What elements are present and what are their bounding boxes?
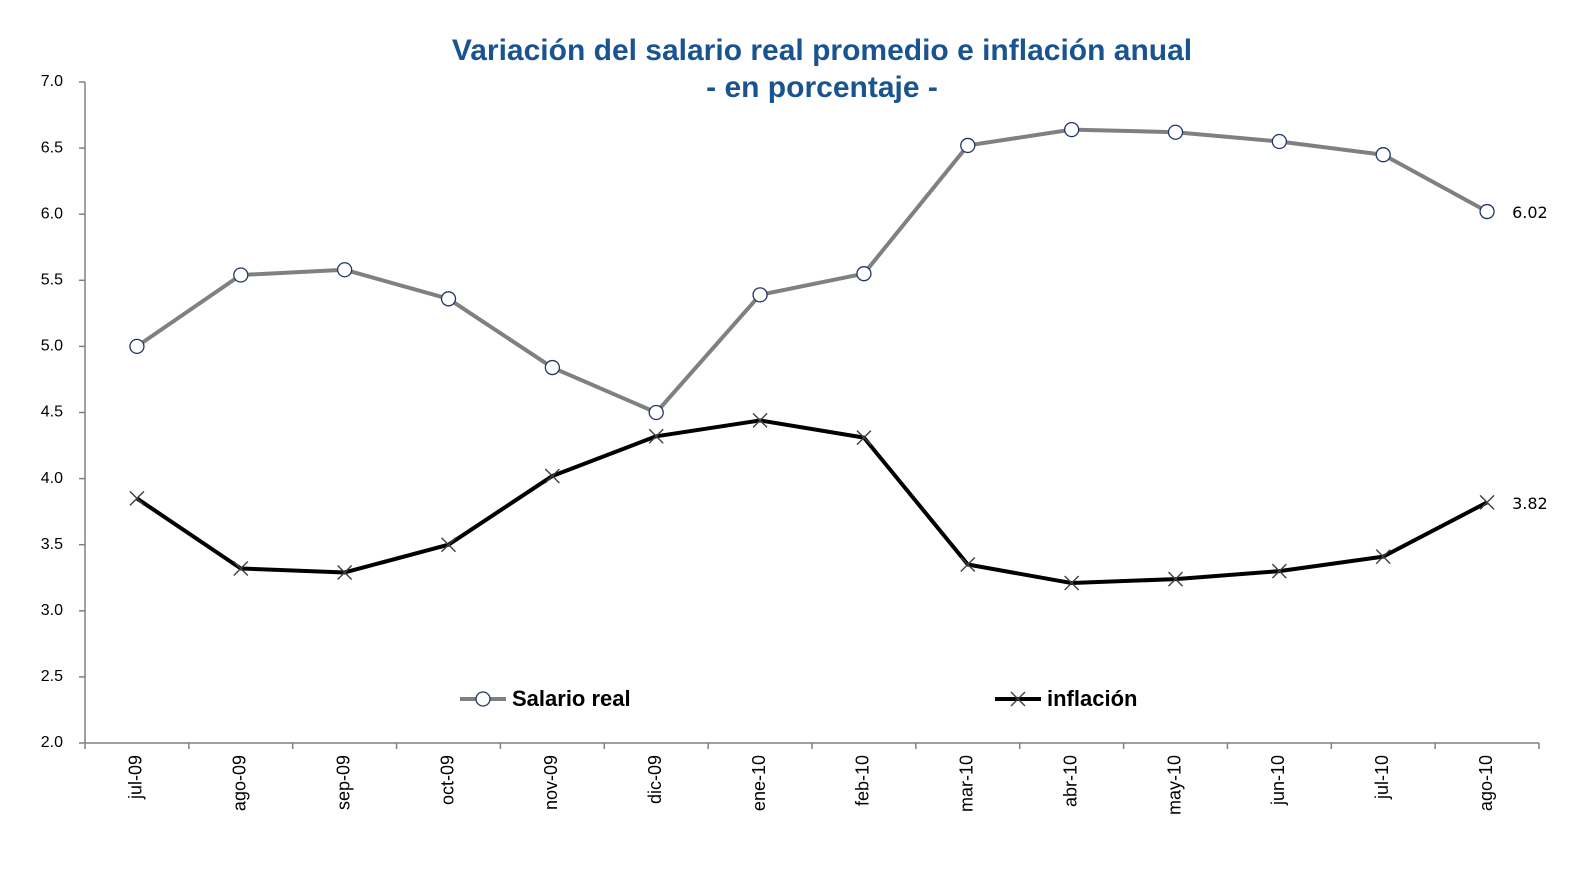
chart-title: Variación del salario real promedio e in… [452, 34, 1192, 67]
y-tick-label: 5.5 [41, 272, 63, 289]
x-tick-label: dic-09 [645, 755, 665, 804]
data-label: 6.02 [1512, 203, 1548, 222]
point [233, 561, 249, 576]
point [960, 557, 976, 573]
x-tick-label: ene-10 [749, 755, 769, 811]
point [1271, 563, 1287, 579]
y-tick-label: 5.0 [41, 338, 63, 355]
x-tick-label: ago-10 [1476, 755, 1496, 811]
y-tick-label: 2.5 [41, 668, 63, 685]
point [960, 137, 976, 154]
point [233, 267, 249, 283]
point [440, 291, 457, 307]
point [1064, 575, 1080, 591]
chart-subtitle: - en porcentaje - [706, 71, 938, 104]
point [1063, 121, 1080, 138]
point [544, 468, 560, 484]
x-tick-label: jul-09 [126, 755, 146, 800]
y-tick-label: 3.5 [41, 536, 63, 553]
x-tick-label: oct-09 [437, 755, 457, 805]
y-tick-label: 3.0 [41, 602, 63, 619]
y-tick-label: 7.0 [41, 73, 63, 90]
point [1479, 203, 1495, 220]
point [1271, 133, 1288, 150]
x-tick-label: feb-10 [853, 755, 873, 806]
legend-label: inflación [1047, 686, 1137, 711]
point [1479, 494, 1495, 510]
x-tick-label: ago-09 [230, 755, 250, 811]
x-tick-label: mar-10 [957, 755, 977, 812]
x-tick-label: sep-09 [333, 755, 353, 810]
point [336, 262, 353, 278]
legend-marker [475, 691, 491, 707]
point [337, 564, 353, 580]
y-tick-label: 4.5 [41, 404, 63, 421]
y-tick-label: 6.5 [41, 139, 63, 156]
point [129, 338, 145, 355]
x-tick-label: nov-09 [541, 755, 561, 810]
point [1375, 549, 1391, 565]
x-tick-label: jul-10 [1372, 755, 1392, 800]
y-tick-label: 2.0 [41, 734, 63, 751]
data-label: 3.82 [1512, 494, 1548, 513]
point [544, 359, 561, 376]
y-tick-label: 6.0 [41, 205, 63, 222]
y-tick-label: 4.0 [41, 470, 63, 487]
series-line [135, 127, 1489, 415]
x-tick-label: may-10 [1164, 755, 1184, 815]
point [129, 490, 145, 506]
legend-label: Salario real [512, 686, 631, 711]
series-line [135, 418, 1488, 586]
x-tick-label: jun-10 [1268, 755, 1288, 806]
point [856, 430, 872, 446]
point [441, 537, 456, 553]
point [648, 404, 664, 421]
point [648, 428, 664, 444]
legend-marker [1010, 691, 1026, 707]
point [752, 287, 768, 303]
point [752, 412, 768, 428]
point [1168, 571, 1183, 587]
point [1167, 124, 1184, 140]
point [1375, 147, 1391, 163]
x-tick-label: abr-10 [1060, 755, 1080, 807]
point [856, 266, 872, 282]
